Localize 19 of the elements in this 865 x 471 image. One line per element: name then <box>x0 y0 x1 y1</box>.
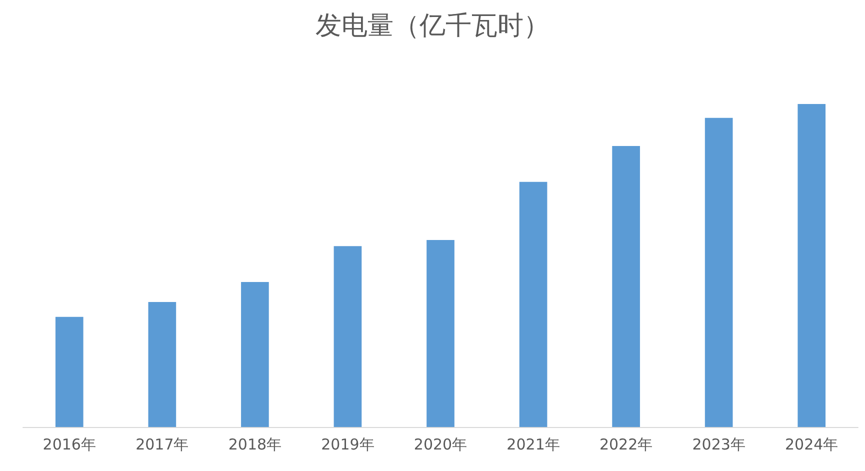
x-tick-label: 2022年 <box>599 436 653 454</box>
x-tick-label: 2020年 <box>414 436 468 454</box>
bar <box>612 146 640 427</box>
bar <box>704 118 733 427</box>
bar <box>241 282 269 427</box>
bar <box>798 104 826 427</box>
x-tick-label: 2019年 <box>321 436 374 454</box>
bar <box>519 182 548 427</box>
x-tick-label: 2017年 <box>136 436 189 454</box>
x-tick-label: 2023年 <box>692 436 746 454</box>
bar <box>148 302 176 427</box>
x-tick-label: 2021年 <box>506 436 560 454</box>
x-tick-label: 2018年 <box>228 436 282 454</box>
chart-title: 发电量（亿千瓦时） <box>316 11 550 41</box>
x-tick-label: 2016年 <box>42 436 96 454</box>
bar <box>55 316 84 427</box>
bar <box>426 240 454 427</box>
bar <box>334 246 362 427</box>
x-tick-label: 2024年 <box>785 436 838 454</box>
